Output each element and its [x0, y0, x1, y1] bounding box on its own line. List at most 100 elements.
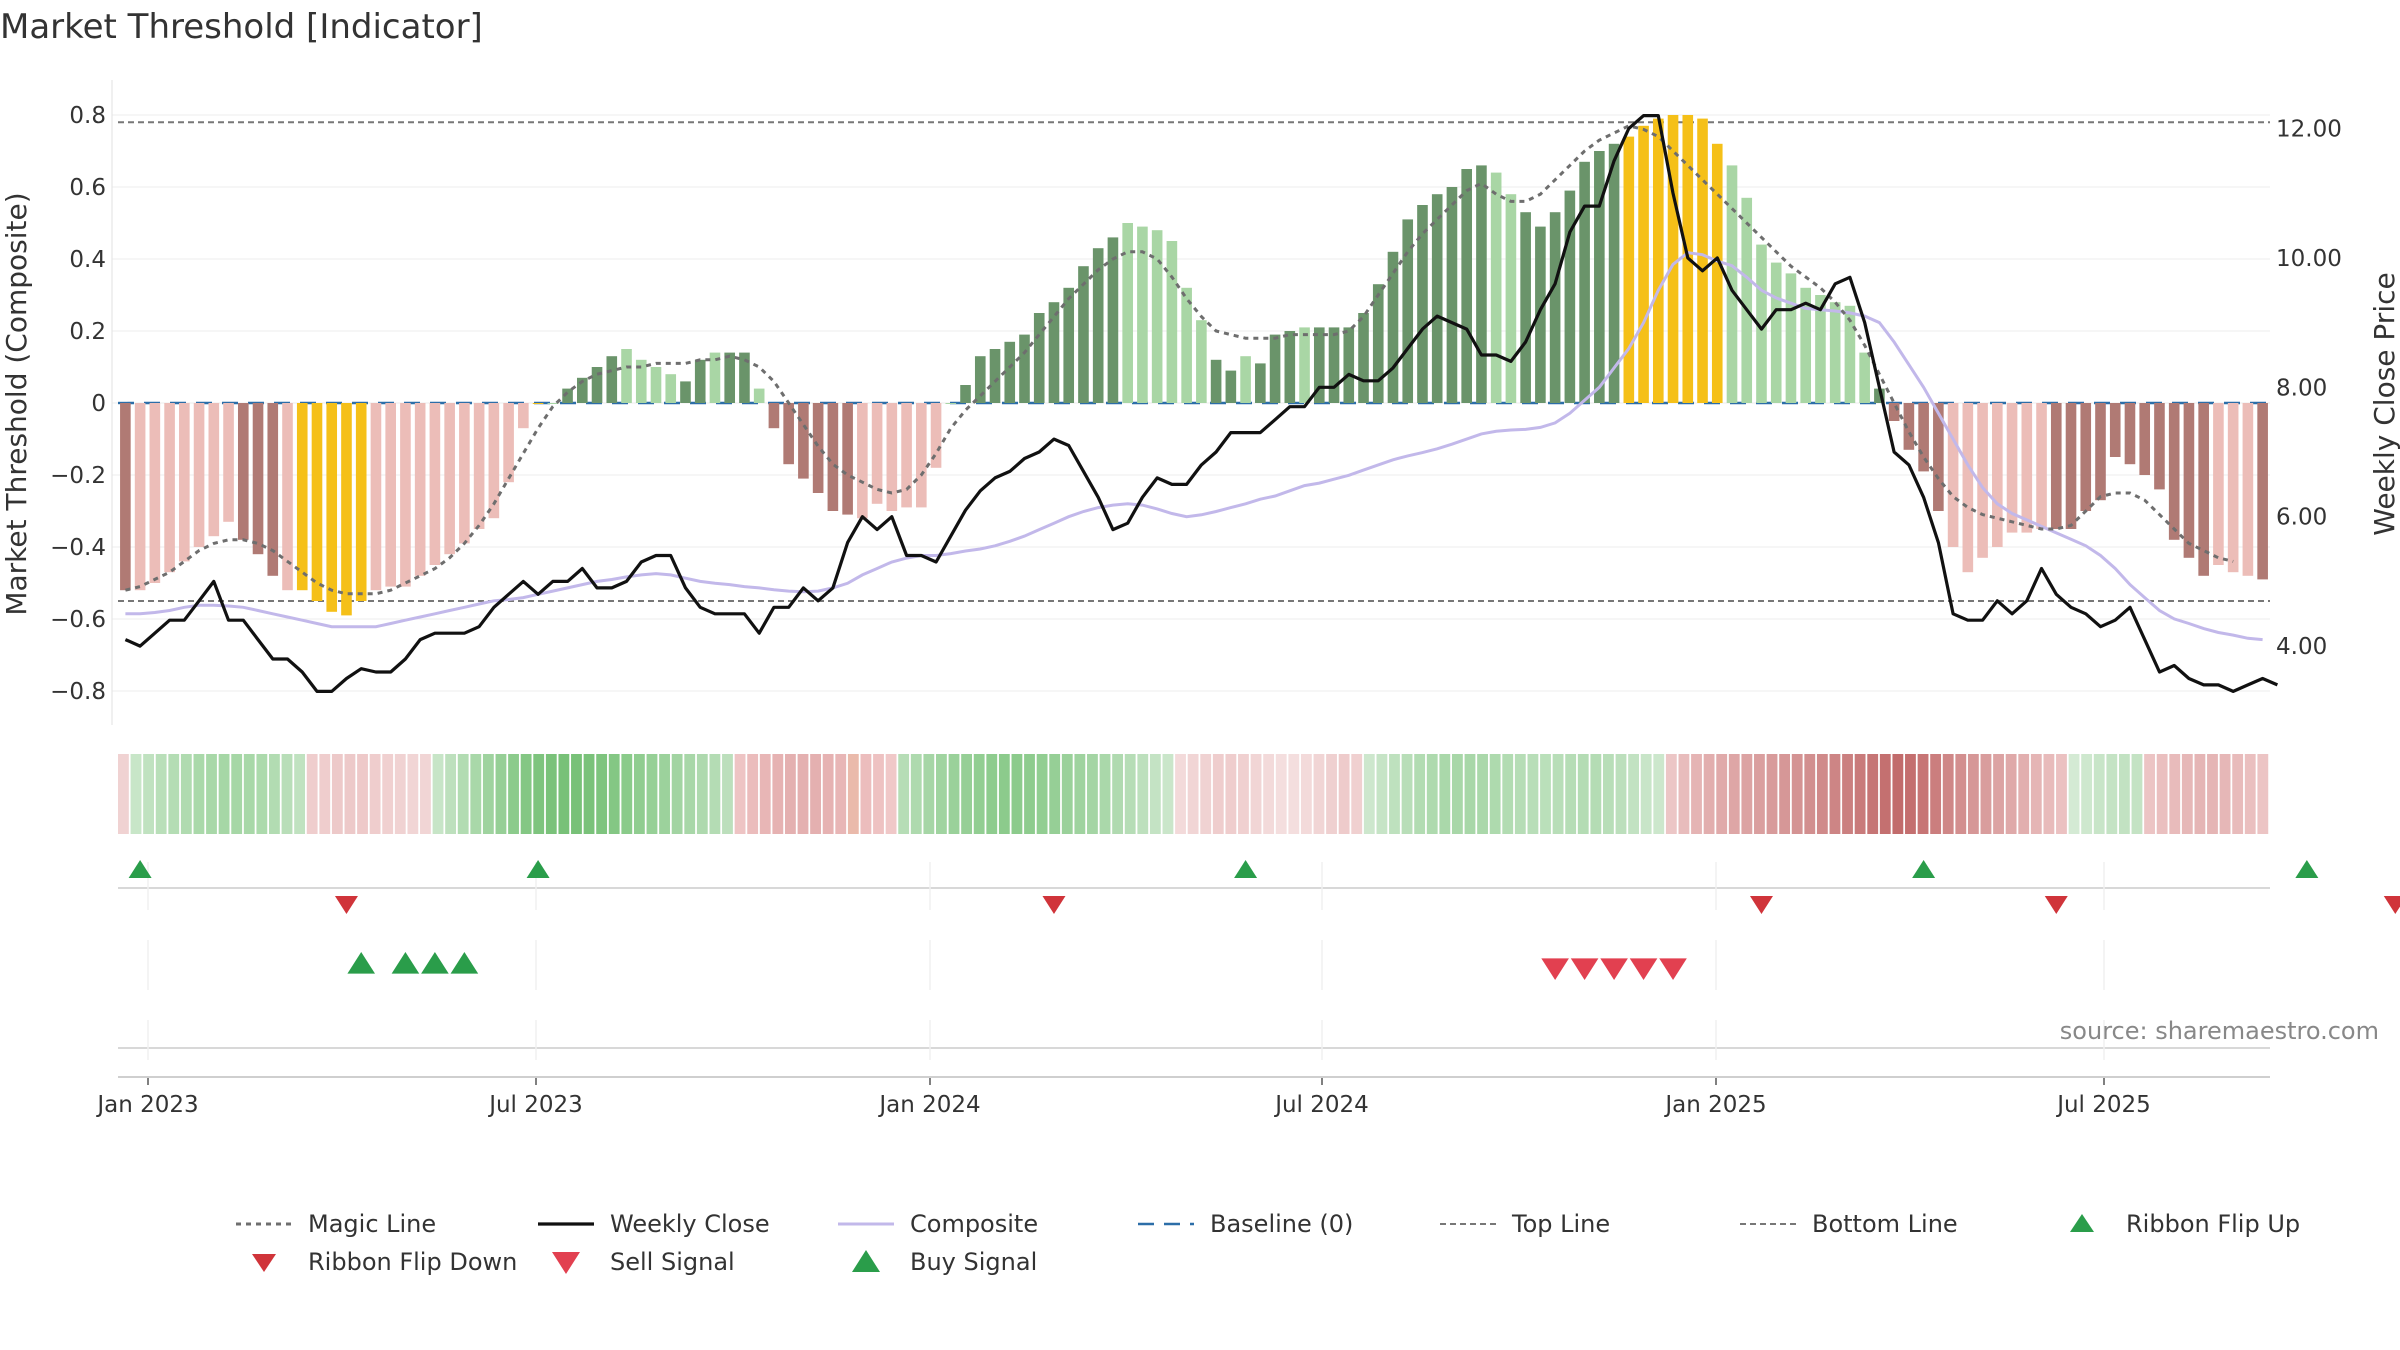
y-left-tick: −0.4 [50, 535, 106, 561]
ribbon-cell [2144, 754, 2155, 834]
histogram-bar [1874, 388, 1885, 403]
histogram-bar [2036, 403, 2047, 529]
histogram-bar [2109, 403, 2121, 457]
ribbon-cell [1917, 754, 1929, 834]
buy-signal-marker [450, 952, 479, 974]
histogram-bar [1608, 143, 1620, 404]
ribbon-cell [1263, 754, 1275, 834]
ribbon-cell [1615, 754, 1627, 834]
histogram-bar [576, 377, 588, 403]
ribbon-cell [294, 754, 306, 834]
ribbon-cell [2093, 754, 2105, 834]
sell-signal-marker [1541, 958, 1569, 980]
histogram-bar [930, 403, 942, 468]
legend-label: Sell Signal [610, 1248, 735, 1276]
ribbon-cell [1451, 754, 1463, 834]
ribbon-cell [1439, 754, 1451, 834]
ribbon-cell [1275, 754, 1287, 834]
histogram-bar [1918, 403, 1929, 472]
ribbon-cell [1527, 754, 1539, 834]
histogram-bar [1255, 363, 1266, 403]
histogram-bar [1210, 359, 1222, 403]
histogram-bar [488, 403, 500, 519]
ribbon-cell [1967, 754, 1979, 834]
trend-ribbon [118, 754, 2269, 834]
histogram-bar [532, 403, 544, 404]
histogram-bar [2168, 403, 2180, 540]
ribbon-cell [269, 754, 280, 834]
histogram-bar [2080, 403, 2092, 511]
histogram-bar [252, 403, 264, 555]
histogram-bar [1490, 172, 1502, 403]
ribbon-flip-up-marker [2295, 860, 2319, 878]
ribbon-cell [1426, 754, 1438, 834]
histogram-bar [1387, 251, 1399, 403]
ribbon-cell [2005, 754, 2017, 834]
legend-item-flip_up: Ribbon Flip Up [2070, 1210, 2300, 1238]
ribbon-cell [1288, 754, 1300, 834]
histogram-bar [1019, 334, 1030, 403]
ribbon-cell [583, 754, 595, 834]
ribbon-cell [256, 754, 268, 834]
ribbon-cell [822, 754, 834, 834]
histogram-bar [1933, 403, 1944, 511]
ribbon-cell [457, 754, 469, 834]
legend-swatch [252, 1254, 276, 1272]
ribbon-cell [1338, 754, 1350, 834]
ribbon-cell [1816, 754, 1828, 834]
histogram-bar [1269, 334, 1281, 403]
ribbon-cell [2257, 754, 2269, 834]
histogram-bar [1652, 118, 1664, 403]
ribbon-cell [759, 754, 771, 834]
ribbon-cell [319, 754, 331, 834]
ribbon-cell [1779, 754, 1791, 834]
ribbon-cell [281, 754, 293, 834]
ribbon-cell [1238, 754, 1249, 834]
histogram-bar [916, 403, 927, 508]
ribbon-cell [470, 754, 482, 834]
histogram-bar [1313, 327, 1325, 403]
magic-line [125, 124, 2234, 596]
histogram-bar [753, 388, 765, 403]
ribbon-cell [2043, 754, 2055, 834]
histogram-bar [1048, 302, 1060, 403]
histogram-bar [1785, 273, 1797, 403]
ribbon-cell [835, 754, 847, 834]
ribbon-cell [558, 754, 570, 834]
x-axis: Jan 2023 Jul 2023 Jan 2024 Jul 2024 Jan 2025… [95, 1076, 2270, 1118]
ribbon-flip-up-marker [526, 860, 550, 878]
source-credit: source: sharemaestro.com [2060, 1017, 2379, 1045]
histogram-bar [842, 403, 853, 515]
ribbon-cell [1074, 754, 1086, 834]
ribbon-cell [2030, 754, 2042, 834]
series-lines [124, 113, 2279, 694]
x-tick-label: Jul 2023 [487, 1092, 583, 1118]
ribbon-cell [1842, 754, 1853, 834]
histogram-bar [871, 403, 883, 504]
ribbon-cell [948, 754, 960, 834]
ribbon-cell [910, 754, 922, 834]
x-tick-label: Jan 2025 [1663, 1092, 1766, 1118]
ribbon-cell [243, 754, 255, 834]
histogram-bar [665, 374, 677, 403]
histogram-bar [1962, 403, 1974, 573]
histogram-bar [1579, 161, 1590, 403]
legend-item-top_line: Top Line [1440, 1210, 1610, 1238]
ribbon-cell [608, 754, 620, 834]
histogram-bar [1343, 327, 1355, 403]
ribbon-cell [1187, 754, 1199, 834]
ribbon-cell [2169, 754, 2181, 834]
sell-signal-marker [1570, 958, 1599, 980]
y-left-tick: −0.2 [50, 463, 106, 489]
y-left-tick: −0.8 [50, 679, 106, 705]
histogram-bar [1638, 125, 1649, 404]
histogram-bar [1711, 143, 1723, 404]
histogram-bar [857, 403, 868, 519]
histogram-bar [1947, 403, 1959, 547]
histogram-bar [1667, 115, 1679, 403]
legend-label: Buy Signal [910, 1248, 1037, 1276]
ribbon-cell [1326, 754, 1337, 834]
ribbon-cell [2106, 754, 2118, 834]
ribbon-cell [407, 754, 419, 834]
histogram-bar [2227, 403, 2239, 573]
